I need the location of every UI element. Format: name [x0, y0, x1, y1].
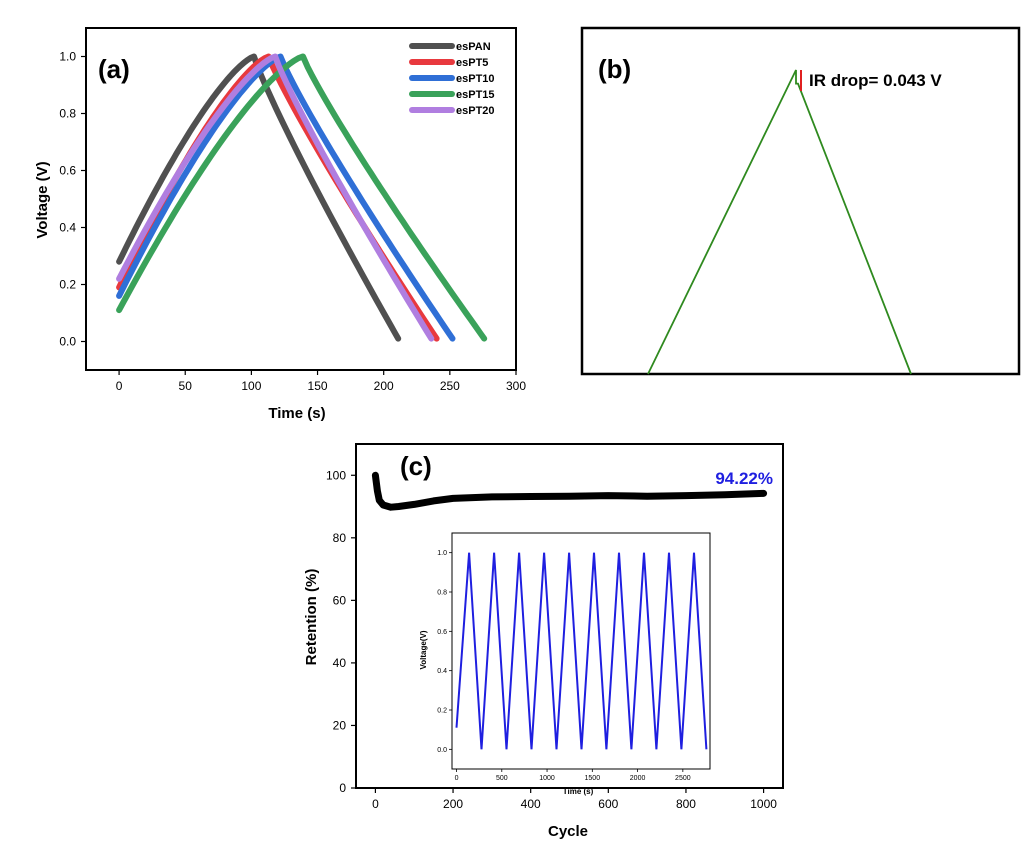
- panel-a-legend: esPAN esPT5 esPT10 esPT15 esPT20: [409, 41, 495, 117]
- panel-c-ticks: 0 200 400 600 800 1000 0 20 40 60 80 100: [326, 468, 777, 811]
- legend-label-espt10: esPT10: [456, 73, 495, 85]
- panel-c-x-tick-label: 200: [443, 797, 463, 811]
- panel-a-x-tick-label: 0: [116, 379, 123, 393]
- legend-label-espt15: esPT15: [456, 89, 495, 101]
- series-espt10: [116, 53, 456, 342]
- panel-a-y-tick-label: 1.0: [59, 50, 76, 64]
- legend-label-espt5: esPT5: [456, 57, 488, 69]
- series-espt20: [116, 53, 435, 342]
- legend-label-espan: esPAN: [456, 41, 491, 53]
- panel-c-retention-value: 94.22%: [715, 469, 773, 488]
- inset-voltage-curve: [455, 552, 708, 750]
- series-espan: [116, 53, 402, 342]
- panel-a: (a) 0 50 100 150 200 250 300 0.0 0.2 0.4 0.6 0.8 1.0…: [34, 27, 526, 422]
- inset-y-tick-label: 0.4: [437, 668, 447, 675]
- panel-a-x-tick-label: 50: [179, 379, 193, 393]
- panel-a-x-tick-label: 150: [308, 379, 328, 393]
- inset-x-tick-label: 2000: [630, 775, 646, 782]
- panel-a-x-tick-label: 300: [506, 379, 526, 393]
- inset-y-tick-label: 1.0: [437, 550, 447, 557]
- panel-c-y-tick-label: 0: [339, 781, 346, 795]
- panel-a-x-tick-label: 200: [374, 379, 394, 393]
- inset-ticks: 0 500 1000 1500 2000 2500 0.0 0.2 0.4 0.6 0.8 1.0: [437, 550, 690, 782]
- inset-x-axis-label: Time (s): [563, 787, 594, 796]
- panel-b-label: (b): [598, 54, 631, 84]
- panel-c-label: (c): [400, 451, 432, 481]
- panel-a-y-tick-label: 0.8: [59, 107, 76, 121]
- panel-c-y-axis-label: Retention (%): [303, 569, 320, 666]
- series-espt15: [116, 53, 488, 342]
- panel-a-frame: [85, 27, 517, 371]
- panel-a-x-axis-label: Time (s): [268, 405, 325, 422]
- panel-a-label: (a): [98, 54, 130, 84]
- inset-y-axis-label: Voltage(V): [419, 630, 428, 669]
- panel-b-ir-drop-annotation: IR drop= 0.043 V: [809, 71, 942, 90]
- panel-c-x-tick-label: 0: [372, 797, 379, 811]
- panel-a-y-axis-label: Voltage (V): [34, 161, 51, 238]
- panel-a-ticks: 0 50 100 150 200 250 300 0.0 0.2 0.4 0.6 0.8 1.0: [59, 50, 526, 394]
- panel-c-y-tick-label: 100: [326, 468, 346, 482]
- panel-c-frame: [355, 443, 784, 789]
- panel-c-inset: 0 500 1000 1500 2000 2500 0.0 0.2 0.4 0.6 0.8 1.0 T…: [419, 532, 711, 796]
- panel-c-x-tick-label: 1000: [750, 797, 777, 811]
- panel-a-y-tick-label: 0.0: [59, 335, 76, 349]
- panel-a-x-tick-label: 250: [440, 379, 460, 393]
- panel-c: (c) 0 200 400 600 800 1000 0 20 40 60 80 100 94.22%…: [303, 443, 784, 840]
- panel-c-y-tick-label: 80: [333, 531, 347, 545]
- panel-a-y-tick-label: 0.2: [59, 278, 76, 292]
- panel-b-gcd-curve: [647, 69, 912, 375]
- inset-x-tick-label: 500: [496, 775, 508, 782]
- inset-x-tick-label: 1500: [585, 775, 601, 782]
- panel-c-x-tick-label: 800: [676, 797, 696, 811]
- panel-c-retention-curve: [371, 471, 768, 511]
- panel-c-x-tick-label: 400: [521, 797, 541, 811]
- panel-c-x-axis-label: Cycle: [548, 823, 588, 840]
- inset-x-tick-label: 1000: [539, 775, 555, 782]
- panel-a-x-tick-label: 100: [241, 379, 261, 393]
- inset-y-tick-label: 0.2: [437, 708, 447, 715]
- panel-c-x-tick-label: 600: [598, 797, 618, 811]
- panel-c-y-tick-label: 60: [333, 593, 347, 607]
- panel-b-frame: [580, 26, 1021, 376]
- panel-c-y-tick-label: 40: [333, 656, 347, 670]
- panel-a-y-tick-label: 0.6: [59, 164, 76, 178]
- inset-x-tick-label: 2500: [675, 775, 691, 782]
- panel-c-y-tick-label: 20: [333, 718, 347, 732]
- panel-a-series: [116, 53, 488, 342]
- inset-y-tick-label: 0.0: [437, 747, 447, 754]
- inset-x-tick-label: 0: [455, 775, 459, 782]
- inset-y-tick-label: 0.6: [437, 629, 447, 636]
- panel-b: (b) IR drop= 0.043 V: [580, 26, 1021, 376]
- inset-y-tick-label: 0.8: [437, 590, 447, 597]
- legend-label-espt20: esPT20: [456, 105, 495, 117]
- panel-a-y-tick-label: 0.4: [59, 221, 76, 235]
